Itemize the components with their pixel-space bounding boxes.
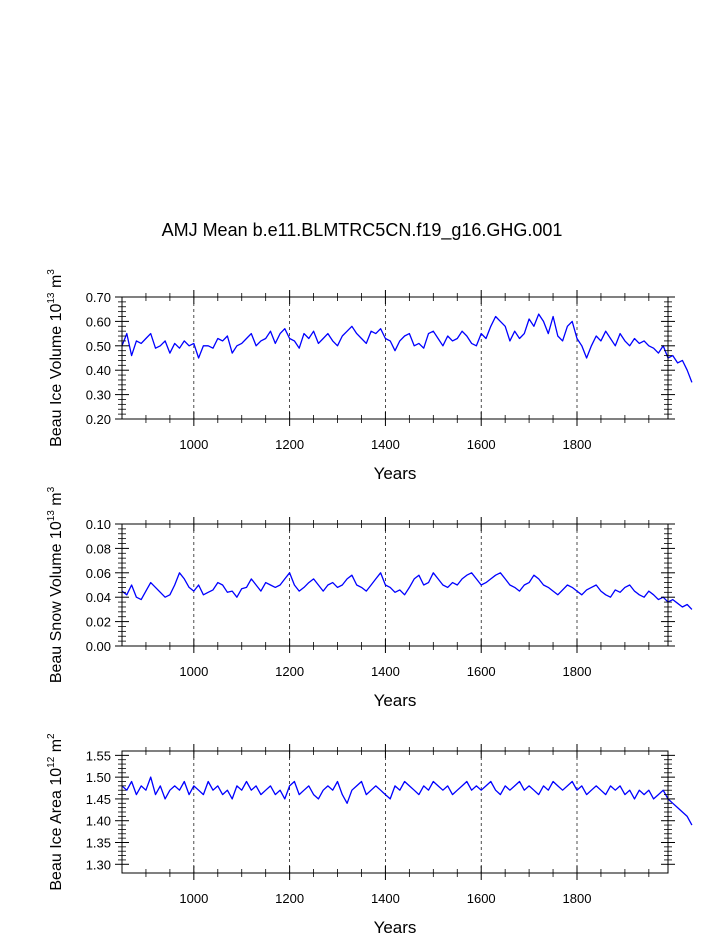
x-tick-labels: 1000 1200 1400 1600 1800 — [179, 664, 591, 679]
plot-frame — [121, 750, 669, 874]
y-tick-label: 1.55 — [86, 748, 111, 763]
x-tick-label: 1800 — [563, 664, 592, 679]
y-tick-label: 1.30 — [86, 857, 111, 872]
series-line-group — [121, 313, 693, 383]
y-axis-label: Beau Ice Area 1012 m2 — [46, 733, 65, 891]
y-tick-labels: 0.00 0.02 0.04 0.06 0.08 0.10 — [86, 517, 111, 654]
axis-ticks — [115, 744, 675, 880]
x-tick-label: 1800 — [563, 891, 592, 906]
x-tick-label: 1200 — [275, 664, 304, 679]
x-tick-labels: 1000 1200 1400 1600 1800 — [179, 891, 591, 906]
y-tick-label: 0.08 — [86, 541, 111, 556]
y-tick-label: 0.50 — [86, 339, 111, 354]
y-tick-labels: 1.30 1.35 1.40 1.45 1.50 1.55 — [86, 748, 111, 872]
y-tick-label: 0.60 — [86, 314, 111, 329]
x-tick-label: 1000 — [179, 437, 208, 452]
x-tick-label: 1800 — [563, 437, 592, 452]
series-line — [121, 313, 693, 383]
x-tick-label: 1400 — [371, 891, 400, 906]
y-tick-label: 0.40 — [86, 363, 111, 378]
x-tick-label: 1000 — [179, 664, 208, 679]
plot-frame — [121, 523, 669, 647]
x-tick-label: 1600 — [467, 891, 496, 906]
x-axis-label: Years — [374, 464, 417, 483]
y-tick-label: 0.70 — [86, 290, 111, 305]
x-tick-labels: 1000 1200 1400 1600 1800 — [179, 437, 591, 452]
x-tick-label: 1600 — [467, 437, 496, 452]
y-tick-labels: 0.20 0.30 0.40 0.50 0.60 0.70 — [86, 290, 111, 427]
series-line — [121, 572, 693, 610]
axis-ticks — [115, 290, 675, 426]
y-tick-label: 1.35 — [86, 836, 111, 851]
y-tick-label: 0.06 — [86, 566, 111, 581]
x-tick-label: 1200 — [275, 891, 304, 906]
axis-ticks — [115, 517, 675, 653]
panel-ice-volume: 1000 1200 1400 1600 1800 0.20 0.30 0.40 0.50 0.6… — [46, 269, 693, 483]
series-line-group — [121, 572, 693, 610]
x-axis-label: Years — [374, 918, 417, 935]
y-tick-label: 0.30 — [86, 388, 111, 403]
x-tick-label: 1400 — [371, 664, 400, 679]
y-tick-label: 1.40 — [86, 814, 111, 829]
y-tick-label: 0.20 — [86, 412, 111, 427]
plot-frame — [121, 296, 669, 420]
y-axis-label: Beau Ice Volume 1013 m3 — [46, 269, 65, 447]
y-tick-label: 1.50 — [86, 770, 111, 785]
y-axis-label: Beau Snow Volume 1013 m3 — [46, 486, 65, 683]
y-tick-label: 1.45 — [86, 792, 111, 807]
panel-snow-volume: 1000 1200 1400 1600 1800 0.000.020.040.060.0… — [46, 486, 693, 710]
series-line — [121, 776, 693, 826]
x-tick-label: 1400 — [371, 437, 400, 452]
y-tick-label: 0.10 — [86, 517, 111, 532]
figure-title: AMJ Mean b.e11.BLMTRC5CN.f19_g16.GHG.001 — [162, 220, 563, 241]
x-tick-label: 1200 — [275, 437, 304, 452]
x-axis-label: Years — [374, 691, 417, 710]
y-tick-label: 0.00 — [86, 639, 111, 654]
x-grid — [193, 751, 578, 873]
series-line-group — [121, 776, 693, 826]
x-tick-label: 1600 — [467, 664, 496, 679]
x-grid — [193, 297, 578, 419]
x-tick-label: 1000 — [179, 891, 208, 906]
panel-ice-area: 1000 1200 1400 1600 1800 1.30 1.35 1.40 1.45 1.5… — [46, 733, 693, 935]
y-tick-label: 0.04 — [86, 590, 111, 605]
y-tick-label: 0.02 — [86, 615, 111, 630]
